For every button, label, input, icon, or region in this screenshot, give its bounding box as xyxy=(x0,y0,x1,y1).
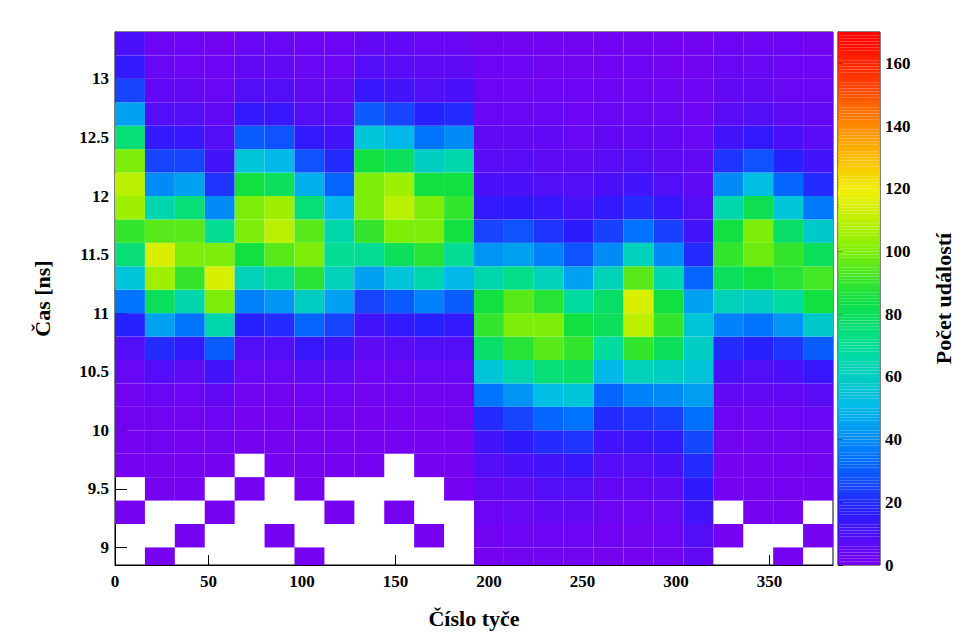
svg-text:10: 10 xyxy=(92,421,109,440)
svg-text:120: 120 xyxy=(885,179,911,198)
svg-text:200: 200 xyxy=(476,572,502,591)
svg-text:9.5: 9.5 xyxy=(88,479,109,498)
svg-text:160: 160 xyxy=(885,54,911,73)
svg-text:150: 150 xyxy=(383,572,409,591)
svg-text:50: 50 xyxy=(200,572,217,591)
svg-text:350: 350 xyxy=(757,572,783,591)
svg-text:9: 9 xyxy=(101,538,110,557)
svg-text:60: 60 xyxy=(885,367,902,386)
svg-text:100: 100 xyxy=(885,242,911,261)
svg-text:250: 250 xyxy=(570,572,596,591)
svg-text:11.5: 11.5 xyxy=(80,245,109,264)
svg-text:0: 0 xyxy=(885,556,894,575)
svg-text:140: 140 xyxy=(885,117,911,136)
svg-text:20: 20 xyxy=(885,493,902,512)
svg-text:Počet událostí: Počet událostí xyxy=(931,232,956,364)
svg-text:13: 13 xyxy=(92,69,109,88)
svg-text:11: 11 xyxy=(93,304,109,323)
svg-text:0: 0 xyxy=(111,572,120,591)
svg-text:10.5: 10.5 xyxy=(79,362,109,381)
svg-text:40: 40 xyxy=(885,430,902,449)
svg-text:Číslo tyče: Číslo tyče xyxy=(428,606,519,631)
svg-text:12: 12 xyxy=(92,187,109,206)
svg-text:100: 100 xyxy=(289,572,315,591)
svg-text:Čas [ns]: Čas [ns] xyxy=(30,260,55,336)
svg-text:80: 80 xyxy=(885,305,902,324)
svg-text:300: 300 xyxy=(663,572,689,591)
svg-text:12.5: 12.5 xyxy=(79,128,109,147)
